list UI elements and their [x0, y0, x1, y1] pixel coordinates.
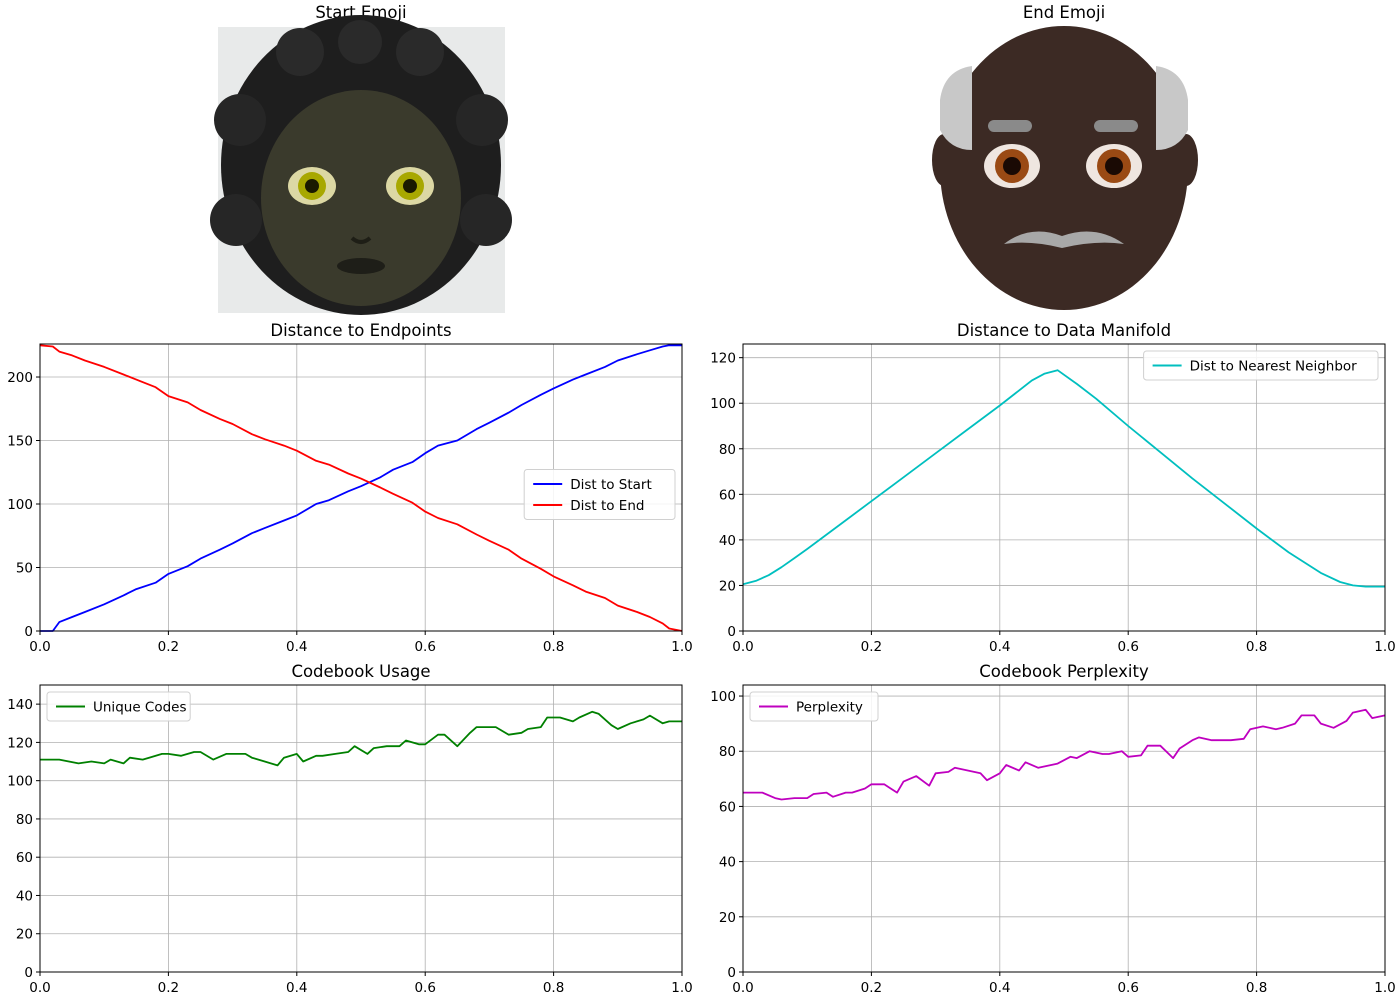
- legend: Dist to Start Dist to End: [523, 469, 676, 520]
- y-tick-label: 80: [16, 812, 33, 828]
- y-tick-label: 0: [727, 624, 736, 640]
- x-tick-label: 0.8: [543, 639, 564, 655]
- legend: Perplexity: [749, 691, 879, 722]
- y-tick-label: 80: [719, 442, 736, 458]
- x-tick-label: 0.2: [158, 639, 179, 655]
- x-tick-label: 0.8: [1246, 980, 1267, 996]
- x-tick-label: 0.8: [543, 980, 564, 996]
- y-tick-label: 80: [719, 744, 736, 760]
- series-line: [742, 369, 1385, 588]
- y-tick-label: 120: [7, 735, 33, 751]
- plot-frame: [39, 684, 683, 973]
- y-tick-label: 100: [7, 497, 33, 513]
- y-tick-label: 20: [719, 910, 736, 926]
- y-tick-label: 0: [24, 624, 33, 640]
- legend-box: [749, 691, 879, 722]
- plot-frame: [742, 684, 1386, 973]
- chart-perplexity: Codebook Perplexity 0.0 0.2 0.4 0.6 0.8 1.0 0 20…: [710, 662, 1396, 996]
- x-tick-label: 1.0: [671, 639, 692, 655]
- legend-label: Dist to End: [570, 498, 644, 514]
- chart-endpoints: Distance to Endpoints 0.0 0.2 0.4 0.6 0.8 1.0 0…: [7, 321, 693, 655]
- series-line: [39, 344, 683, 632]
- x-tick-label: 0.0: [732, 980, 753, 996]
- chart-manifold: Distance to Data Manifold 0.0 0.2 0.4 0.6 0.8…: [710, 321, 1396, 655]
- x-tick-label: 0.4: [286, 639, 307, 655]
- end-emoji-panel: End Emoji: [932, 3, 1198, 310]
- x-tick-label: 0.0: [29, 639, 50, 655]
- y-tick-label: 100: [710, 689, 736, 705]
- legend: Unique Codes: [46, 691, 191, 722]
- chart-usage: Codebook Usage 0.0 0.2 0.4 0.6 0.8 1.0 0 20 40 60 8…: [7, 662, 693, 996]
- old-man-emoji-icon: [932, 26, 1198, 310]
- y-tick-label: 40: [719, 533, 736, 549]
- series-line: [40, 710, 682, 767]
- plot-frame: [39, 343, 683, 632]
- end-emoji-title: End Emoji: [1023, 3, 1105, 22]
- x-tick-label: 0.6: [1117, 980, 1138, 996]
- x-tick-label: 1.0: [1374, 639, 1395, 655]
- x-tick-label: 0.2: [158, 980, 179, 996]
- x-tick-label: 0.6: [1117, 639, 1138, 655]
- series-line: [40, 344, 682, 632]
- x-tick-label: 0.6: [414, 639, 435, 655]
- y-tick-label: 200: [7, 370, 33, 386]
- legend-label: Dist to Start: [570, 477, 652, 493]
- y-tick-label: 150: [7, 434, 33, 450]
- legend: Dist to Nearest Neighbor: [1143, 350, 1379, 381]
- x-tick-label: 0.4: [286, 980, 307, 996]
- series-line: [743, 708, 1386, 801]
- x-tick-label: 0.2: [861, 639, 882, 655]
- x-tick-label: 1.0: [671, 980, 692, 996]
- y-tick-label: 50: [16, 561, 33, 577]
- y-tick-label: 120: [710, 351, 736, 367]
- y-tick-label: 100: [710, 396, 736, 412]
- chart-title: Distance to Endpoints: [270, 321, 451, 340]
- y-tick-label: 140: [7, 697, 33, 713]
- y-tick-label: 20: [16, 927, 33, 943]
- start-emoji-panel: Start Emoji: [210, 3, 512, 315]
- chart-title: Codebook Perplexity: [979, 662, 1149, 681]
- legend-box: [523, 469, 676, 520]
- chart-title: Codebook Usage: [291, 662, 430, 681]
- y-tick-label: 40: [719, 855, 736, 871]
- x-tick-label: 0.4: [989, 980, 1010, 996]
- legend-label: Unique Codes: [93, 700, 187, 716]
- y-tick-label: 60: [16, 850, 33, 866]
- x-tick-label: 1.0: [1374, 980, 1395, 996]
- y-tick-label: 0: [24, 965, 33, 981]
- x-tick-label: 0.8: [1246, 639, 1267, 655]
- x-tick-label: 0.2: [861, 980, 882, 996]
- chart-title: Distance to Data Manifold: [957, 321, 1171, 340]
- plot-frame: [742, 343, 1386, 632]
- x-tick-label: 0.4: [989, 639, 1010, 655]
- y-tick-label: 100: [7, 774, 33, 790]
- y-tick-label: 0: [727, 965, 736, 981]
- legend-box: [1143, 350, 1379, 381]
- woman-curly-hair-emoji-icon: [210, 15, 512, 315]
- legend-label: Perplexity: [796, 700, 863, 716]
- y-tick-label: 60: [719, 487, 736, 503]
- x-tick-label: 0.0: [29, 980, 50, 996]
- y-tick-label: 20: [719, 578, 736, 594]
- x-tick-label: 0.6: [414, 980, 435, 996]
- x-tick-label: 0.0: [732, 639, 753, 655]
- y-tick-label: 40: [16, 888, 33, 904]
- legend-box: [46, 691, 191, 722]
- y-tick-label: 60: [719, 799, 736, 815]
- legend-label: Dist to Nearest Neighbor: [1190, 359, 1358, 375]
